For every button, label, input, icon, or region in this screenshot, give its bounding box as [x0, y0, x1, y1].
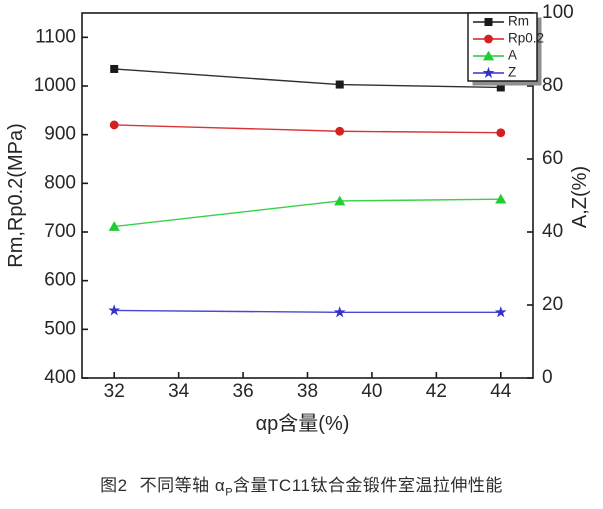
figure-caption: 图2 不同等轴 αP含量TC11钛合金锻件室温拉伸性能: [0, 471, 603, 498]
legend-item-a: A: [473, 48, 517, 63]
svg-text:900: 900: [44, 124, 76, 145]
caption-text-pre: 不同等轴 α: [139, 476, 226, 495]
series-Rp0.2: [109, 120, 506, 138]
left-axis-ticks: 400 500 600 700 800 900 1000 1100: [34, 26, 88, 388]
left-axis-title: Rm,Rp0.2(MPa): [5, 123, 27, 267]
chart-canvas: 400 500 600 700 800 900 1000 1100 0 20 40 60 80 100 32…: [5, 2, 591, 435]
svg-text:600: 600: [44, 270, 76, 291]
plot-border: [81, 12, 534, 379]
svg-text:1100: 1100: [35, 26, 76, 47]
svg-text:44: 44: [490, 381, 512, 402]
svg-text:Rm: Rm: [508, 14, 529, 29]
x-axis-ticks: 32 34 36 38 40 42 44: [104, 372, 512, 402]
legend-item-z: Z: [473, 65, 516, 80]
svg-text:Rp0.2: Rp0.2: [508, 31, 544, 46]
svg-text:36: 36: [233, 381, 254, 402]
svg-text:42: 42: [426, 381, 447, 402]
svg-text:20: 20: [542, 294, 563, 315]
svg-text:500: 500: [44, 318, 76, 339]
series-Rm: [110, 64, 505, 92]
legend-item-rp02: Rp0.2: [473, 31, 544, 46]
svg-text:800: 800: [44, 172, 76, 193]
svg-text:34: 34: [168, 381, 190, 402]
legend-box: [467, 12, 538, 82]
svg-text:400: 400: [44, 367, 76, 388]
series-A: [108, 193, 507, 231]
caption-subscript: P: [225, 486, 234, 499]
svg-text:Z: Z: [508, 65, 516, 80]
svg-text:A: A: [508, 48, 517, 63]
series-Z: [108, 304, 507, 318]
svg-text:700: 700: [44, 221, 76, 242]
svg-text:60: 60: [542, 148, 563, 169]
right-axis-ticks: 0 20 40 60 80 100: [527, 2, 574, 388]
right-axis-title: A,Z(%): [569, 166, 591, 228]
x-axis-title: αp含量(%): [256, 412, 350, 435]
svg-text:40: 40: [361, 381, 382, 402]
legend: Rm Rp0.2 AZ: [467, 12, 544, 86]
legend-item-rm: Rm: [473, 14, 529, 29]
caption-number: 图2: [100, 476, 128, 495]
caption-text-post: 含量TC11钛合金锻件室温拉伸性能: [233, 476, 503, 495]
svg-text:1000: 1000: [34, 75, 76, 96]
svg-text:38: 38: [297, 381, 318, 402]
svg-text:0: 0: [542, 367, 553, 388]
svg-text:100: 100: [542, 2, 574, 23]
svg-text:40: 40: [542, 221, 563, 242]
svg-text:80: 80: [542, 75, 563, 96]
svg-text:32: 32: [104, 381, 125, 402]
